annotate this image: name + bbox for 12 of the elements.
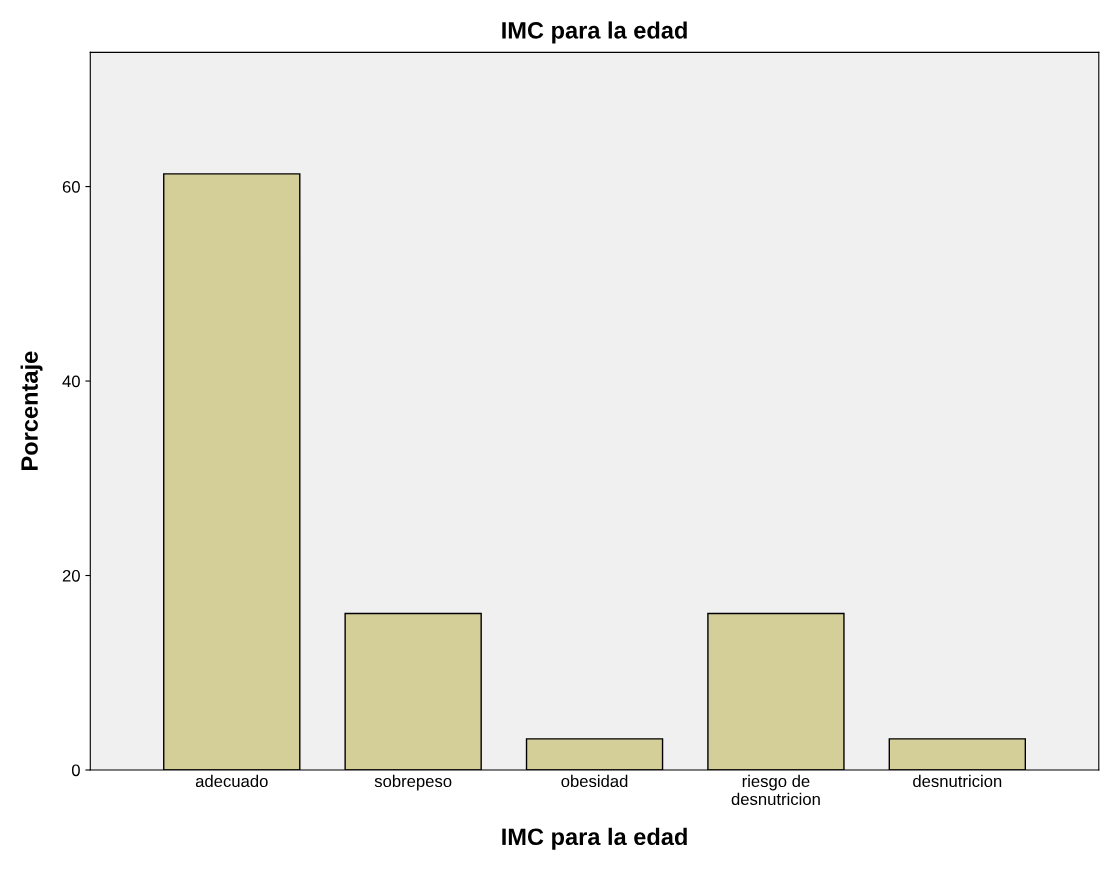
x-tick-label: adecuado — [195, 774, 268, 788]
y-tick-label: 40 — [62, 375, 80, 388]
y-axis-title: Porcentaje — [20, 351, 43, 470]
x-tick-label: sobrepeso — [374, 774, 452, 791]
chart-title: IMC para la edad — [502, 21, 687, 44]
y-tick-label: 60 — [62, 180, 80, 193]
x-tick-label: desnutricion — [913, 774, 1002, 788]
y-tick-label: 0 — [71, 764, 80, 777]
y-tick-label: 20 — [62, 569, 80, 582]
x-axis-title: IMC para la edad — [502, 827, 687, 850]
x-tick-label: obesidad — [561, 774, 628, 788]
x-tick-label: riesgo de desnutricion — [731, 774, 820, 806]
